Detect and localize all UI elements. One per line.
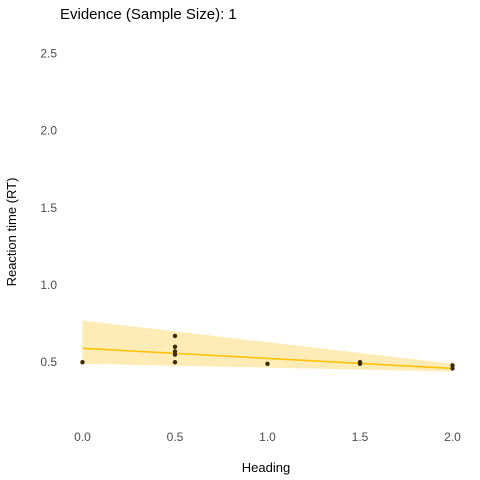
- data-point: [265, 361, 270, 366]
- data-point: [357, 361, 363, 366]
- y-axis-ticks: 0.5 1.0 1.5 2.0 2.5: [40, 46, 57, 369]
- trend-line-layer: [82, 347, 453, 370]
- data-point: [80, 360, 85, 365]
- plot-title: Evidence (Sample Size): 1: [60, 6, 237, 23]
- y-axis-title: Reaction time (RT): [4, 178, 19, 287]
- data-point: [172, 333, 178, 339]
- x-tick-label: 0.0: [74, 430, 91, 444]
- x-axis-title: Heading: [242, 460, 290, 475]
- confidence-band-layer: [82, 320, 453, 372]
- x-tick-label: 2.0: [444, 430, 461, 444]
- x-axis-ticks: 0.0 0.5 1.0 1.5 2.0: [74, 430, 461, 444]
- y-tick-label: 2.0: [40, 124, 57, 138]
- data-points-layer: [80, 333, 455, 371]
- data-point: [450, 366, 455, 371]
- x-tick-label: 0.5: [167, 430, 184, 444]
- x-tick-label: 1.0: [259, 430, 276, 444]
- trend-line: [82, 347, 453, 370]
- y-tick-label: 1.5: [40, 201, 57, 215]
- y-tick-label: 2.5: [40, 46, 57, 60]
- data-point: [172, 352, 178, 357]
- confidence-band: [82, 320, 453, 372]
- y-tick-label: 0.5: [40, 355, 57, 369]
- data-point: [450, 363, 455, 368]
- data-point: [172, 344, 178, 349]
- data-point: [172, 349, 178, 354]
- y-tick-label: 1.0: [40, 278, 57, 292]
- data-point: [172, 360, 178, 365]
- x-tick-label: 1.5: [352, 430, 369, 444]
